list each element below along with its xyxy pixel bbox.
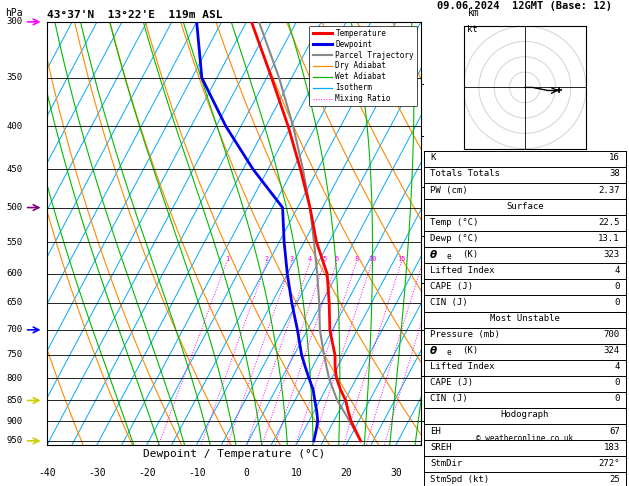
- Text: hPa: hPa: [5, 8, 23, 17]
- Text: 0: 0: [243, 468, 250, 478]
- Text: 272°: 272°: [598, 459, 620, 468]
- Text: 67: 67: [609, 427, 620, 435]
- Text: K: K: [430, 154, 435, 162]
- Text: 600: 600: [7, 269, 23, 278]
- Text: 5: 5: [323, 256, 327, 261]
- Text: 183: 183: [604, 443, 620, 451]
- Text: 30: 30: [390, 468, 402, 478]
- Text: 0: 0: [615, 378, 620, 387]
- Text: -2: -2: [444, 372, 455, 381]
- Text: -30: -30: [88, 468, 106, 478]
- Text: (K): (K): [462, 346, 478, 355]
- Text: 13.1: 13.1: [598, 234, 620, 243]
- Text: 450: 450: [7, 165, 23, 174]
- Text: 750: 750: [7, 350, 23, 360]
- Text: Dewp (°C): Dewp (°C): [430, 234, 478, 243]
- Text: 700: 700: [7, 325, 23, 334]
- Text: CAPE (J): CAPE (J): [430, 282, 473, 291]
- Text: Lifted Index: Lifted Index: [430, 266, 494, 275]
- Text: -20: -20: [138, 468, 155, 478]
- Text: θ: θ: [430, 346, 437, 356]
- Text: 6: 6: [335, 256, 339, 261]
- Text: 400: 400: [7, 122, 23, 131]
- Text: -5: -5: [444, 231, 455, 240]
- Text: 650: 650: [7, 298, 23, 308]
- Text: -4: -4: [444, 279, 455, 288]
- Text: 323: 323: [604, 250, 620, 259]
- Text: Surface: Surface: [506, 202, 543, 210]
- Text: 550: 550: [7, 238, 23, 247]
- Text: 20: 20: [340, 468, 352, 478]
- Text: 38: 38: [609, 170, 620, 178]
- Text: 350: 350: [7, 73, 23, 83]
- Text: LCL: LCL: [428, 400, 443, 409]
- Text: -1: -1: [444, 417, 455, 425]
- Text: 09.06.2024  12GMT (Base: 12): 09.06.2024 12GMT (Base: 12): [437, 1, 613, 11]
- Text: 10: 10: [368, 256, 377, 261]
- Text: 300: 300: [7, 17, 23, 26]
- Text: e: e: [446, 348, 450, 357]
- Text: 0: 0: [615, 394, 620, 403]
- Text: 43°37'N  13°22'E  119m ASL: 43°37'N 13°22'E 119m ASL: [47, 10, 223, 20]
- Text: CAPE (J): CAPE (J): [430, 378, 473, 387]
- Text: 1: 1: [225, 256, 229, 261]
- Text: Temp (°C): Temp (°C): [430, 218, 478, 226]
- Text: -3: -3: [444, 326, 455, 335]
- Text: Lifted Index: Lifted Index: [430, 362, 494, 371]
- Text: -10: -10: [188, 468, 206, 478]
- Text: 800: 800: [7, 374, 23, 383]
- Text: 850: 850: [7, 396, 23, 405]
- Text: © weatheronline.co.uk: © weatheronline.co.uk: [476, 434, 574, 443]
- Text: Pressure (mb): Pressure (mb): [430, 330, 500, 339]
- Text: 0: 0: [615, 282, 620, 291]
- Text: StmSpd (kt): StmSpd (kt): [430, 475, 489, 484]
- Text: CIN (J): CIN (J): [430, 298, 467, 307]
- Text: EH: EH: [430, 427, 441, 435]
- Text: θ: θ: [430, 250, 437, 260]
- Text: 4: 4: [615, 362, 620, 371]
- Text: Mixing Ratio (g/kg): Mixing Ratio (g/kg): [499, 186, 508, 281]
- Text: 3: 3: [290, 256, 294, 261]
- Text: 0: 0: [615, 298, 620, 307]
- Text: 15: 15: [398, 256, 406, 261]
- Text: -7: -7: [444, 132, 455, 141]
- Text: 25: 25: [609, 475, 620, 484]
- Text: -6: -6: [444, 182, 455, 191]
- Text: 700: 700: [604, 330, 620, 339]
- Text: (K): (K): [462, 250, 478, 259]
- X-axis label: Dewpoint / Temperature (°C): Dewpoint / Temperature (°C): [143, 449, 325, 459]
- Text: 4: 4: [308, 256, 313, 261]
- Text: 22.5: 22.5: [598, 218, 620, 226]
- Text: 950: 950: [7, 436, 23, 445]
- Text: 2: 2: [265, 256, 269, 261]
- Text: e: e: [446, 252, 450, 261]
- Text: Hodograph: Hodograph: [501, 411, 549, 419]
- Text: PW (cm): PW (cm): [430, 186, 467, 194]
- Text: StmDir: StmDir: [430, 459, 462, 468]
- Text: ASL: ASL: [464, 28, 482, 38]
- Text: SREH: SREH: [430, 443, 452, 451]
- Text: 500: 500: [7, 203, 23, 212]
- Text: -40: -40: [38, 468, 56, 478]
- Text: 2.37: 2.37: [598, 186, 620, 194]
- Text: -8: -8: [444, 80, 455, 88]
- Text: 10: 10: [291, 468, 302, 478]
- Text: 324: 324: [604, 346, 620, 355]
- Text: Most Unstable: Most Unstable: [490, 314, 560, 323]
- Text: 4: 4: [615, 266, 620, 275]
- Legend: Temperature, Dewpoint, Parcel Trajectory, Dry Adiabat, Wet Adiabat, Isotherm, Mi: Temperature, Dewpoint, Parcel Trajectory…: [309, 26, 417, 106]
- Text: Totals Totals: Totals Totals: [430, 170, 500, 178]
- Text: 8: 8: [355, 256, 359, 261]
- Text: 16: 16: [609, 154, 620, 162]
- Text: km: km: [467, 8, 479, 17]
- Text: CIN (J): CIN (J): [430, 394, 467, 403]
- Text: 900: 900: [7, 417, 23, 426]
